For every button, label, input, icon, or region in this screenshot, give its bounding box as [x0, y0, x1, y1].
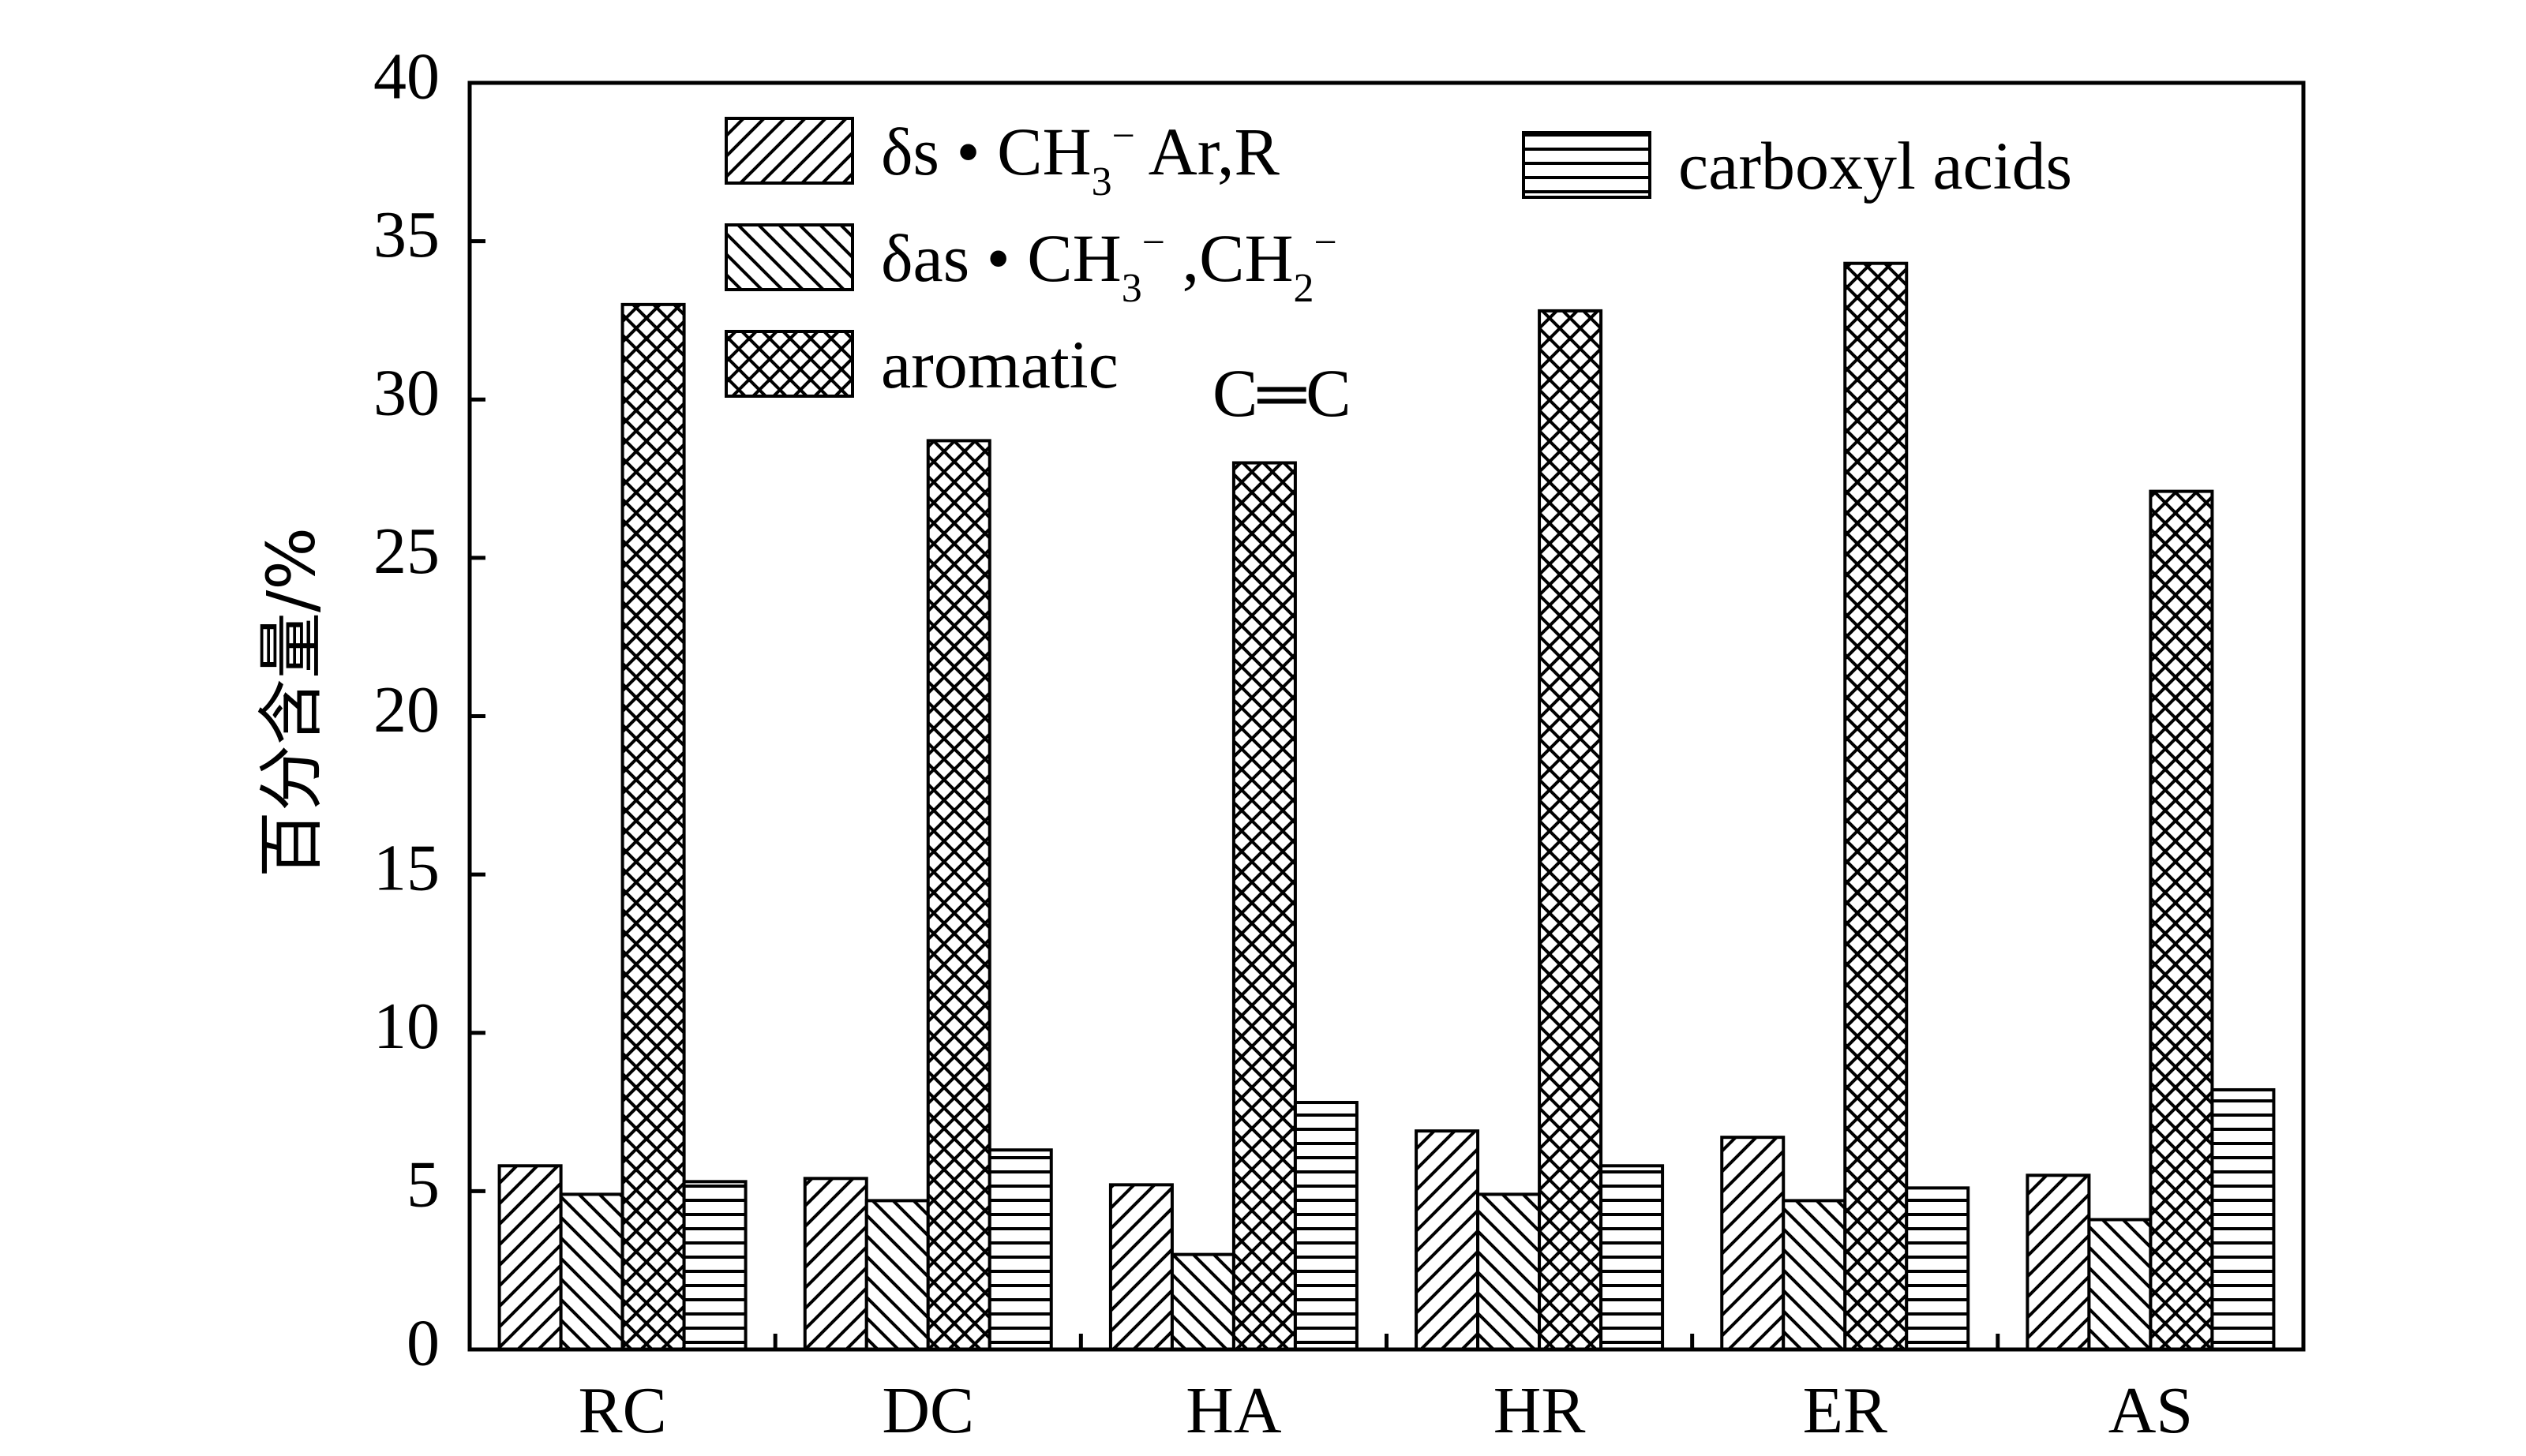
y-tick-label: 40 [373, 39, 440, 113]
plot-frame [467, 80, 2306, 1352]
y-axis: 0 5 10 15 20 25 30 35 40 [373, 39, 485, 1379]
bar-as-series-2 [2087, 1218, 2153, 1352]
legend-label-part: carboxyl acids [1678, 128, 2072, 204]
x-axis: RC DC HA HR ER AS [579, 1334, 2193, 1447]
bar-rc-series-3 [620, 302, 686, 1351]
x-tick-label: ER [1803, 1374, 1887, 1447]
bar-ha-series-4 [1293, 1101, 1359, 1352]
legend-label-part: aromatic [881, 327, 1119, 402]
legend-item: δs • CH3− Ar,R [725, 114, 1280, 204]
x-tick-label: DC [882, 1374, 974, 1447]
legend-label-part: − [1112, 114, 1135, 159]
legend-label-part: 3 [1092, 159, 1112, 204]
bar-er-series-3 [1843, 261, 1909, 1351]
bar-er-series-4 [1905, 1186, 1970, 1352]
legend-label-part: − [1142, 220, 1165, 265]
legend-label: aromatic [881, 327, 1119, 402]
x-tick-label: RC [579, 1374, 667, 1447]
bar-dc-series-4 [988, 1148, 1053, 1352]
bar-as-series-3 [2149, 489, 2214, 1351]
bar-hr-series-2 [1476, 1192, 1542, 1351]
legend-swatch [725, 330, 854, 398]
legend-label-part: δas • CH [881, 220, 1122, 296]
y-tick-label: 10 [373, 990, 440, 1063]
legend-item: carboxyl acids [1522, 128, 2072, 204]
legend-label-part: 3 [1122, 266, 1142, 311]
legend-label-part: δs • CH [881, 114, 1092, 189]
y-tick-label: 20 [373, 673, 440, 747]
y-axis-label: 百分含量/% [253, 527, 330, 878]
legend-label-part: Ar,R [1135, 114, 1280, 189]
legend-label-part: 2 [1294, 266, 1314, 311]
legend-swatch [725, 117, 854, 185]
y-tick-label: 25 [373, 515, 440, 588]
bar-er-series-1 [1720, 1136, 1786, 1351]
bar-as-series-1 [2026, 1173, 2091, 1351]
x-tick-label: HA [1186, 1374, 1282, 1447]
legend-swatch [725, 223, 854, 291]
bar-ha-series-3 [1231, 461, 1297, 1351]
legend-swatch [1522, 131, 1651, 199]
bar-ha-series-2 [1170, 1252, 1235, 1351]
bar-hr-series-4 [1599, 1164, 1665, 1352]
bar-er-series-2 [1782, 1199, 1847, 1351]
bar-rc-series-1 [497, 1164, 563, 1352]
y-axis-title: 百分含量/% [253, 527, 330, 878]
y-tick-label: 35 [373, 198, 440, 271]
y-tick-label: 30 [373, 357, 440, 430]
bar-dc-series-2 [864, 1199, 930, 1351]
plot-area [497, 261, 2276, 1352]
legend-item: δas • CH3− ,CH2− [725, 220, 1337, 311]
y-tick-label: 0 [407, 1306, 440, 1379]
legend-label-part: − [1314, 220, 1337, 265]
x-tick-label: HR [1493, 1374, 1586, 1447]
bar-hr-series-3 [1538, 309, 1603, 1351]
x-tick-label: AS [2108, 1374, 2193, 1447]
bar-hr-series-1 [1415, 1129, 1480, 1351]
bar-as-series-4 [2210, 1087, 2276, 1351]
bar-ha-series-1 [1108, 1183, 1174, 1351]
y-tick-label: 15 [373, 831, 440, 904]
y-tick-label: 5 [407, 1148, 440, 1222]
bar-rc-series-4 [682, 1180, 748, 1352]
bar-dc-series-1 [803, 1177, 868, 1351]
legend-label: δs • CH3− Ar,R [881, 114, 1280, 204]
legend-label-part: ,CH [1165, 220, 1293, 296]
bar-dc-series-3 [926, 439, 991, 1351]
legend-item: aromatic C═C [725, 327, 1351, 431]
legend-formula: C═C [1212, 355, 1351, 431]
bar-rc-series-2 [559, 1192, 624, 1351]
legend-label: carboxyl acids [1678, 128, 2072, 204]
legend-label: δas • CH3− ,CH2− [881, 220, 1337, 311]
